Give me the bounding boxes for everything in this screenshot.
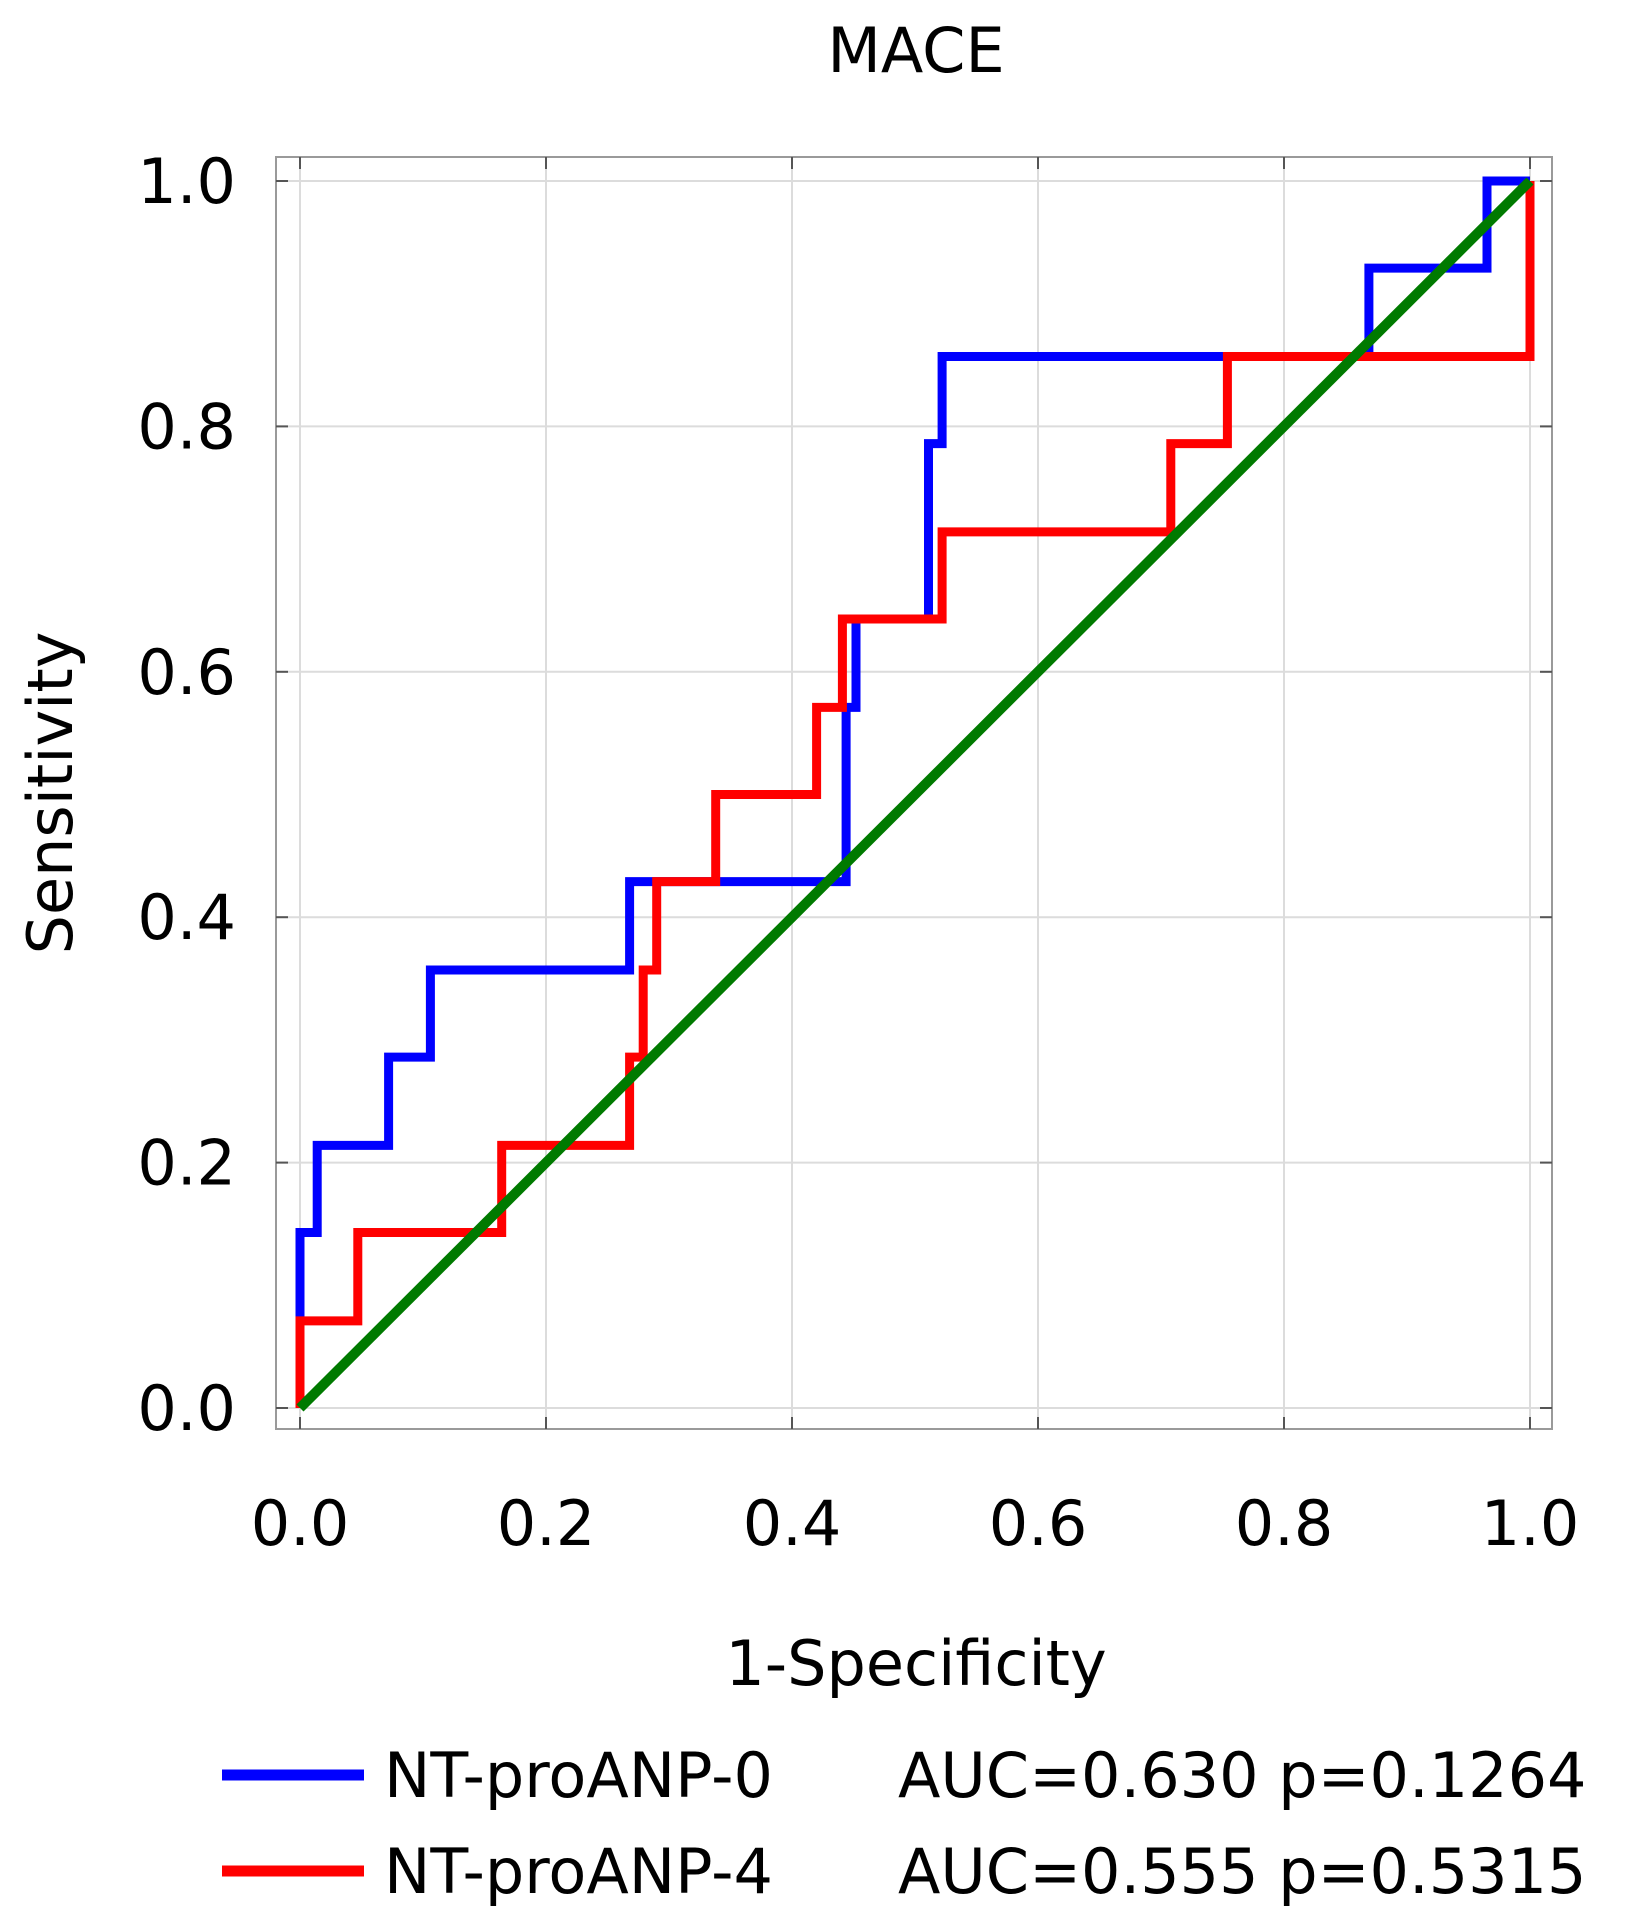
chart-title: MACE xyxy=(827,14,1004,87)
x-tick-label: 0.2 xyxy=(497,1487,596,1560)
y-axis-title: Sensitivity xyxy=(14,632,87,955)
reference-diagonal-line xyxy=(296,177,1534,1412)
legend-label-0: NT-proANP-0 xyxy=(384,1739,773,1812)
x-tick-label: 0.8 xyxy=(1235,1487,1334,1560)
y-tick-label: 0.6 xyxy=(137,636,236,709)
legend: NT-proANP-0 AUC=0.630 p=0.1264 NT-proANP… xyxy=(222,1739,1586,1908)
grid xyxy=(276,157,1552,1429)
legend-stats-0: AUC=0.630 p=0.1264 xyxy=(898,1739,1586,1812)
x-tick-label: 0.4 xyxy=(743,1487,842,1560)
y-tick-label: 0.0 xyxy=(137,1372,236,1445)
plot-frame xyxy=(275,156,1553,1430)
y-tick-labels: 0.0 0.2 0.4 0.6 0.8 1.0 xyxy=(137,145,236,1445)
legend-label-1: NT-proANP-4 xyxy=(384,1835,773,1908)
y-tick-label: 0.4 xyxy=(137,881,236,954)
roc-line-nt-proanp-4 xyxy=(295,181,1535,1408)
x-tick-labels: 0.0 0.2 0.4 0.6 0.8 1.0 xyxy=(251,1487,1580,1560)
ticks xyxy=(276,157,1552,1429)
x-tick-label: 0.6 xyxy=(989,1487,1088,1560)
y-tick-label: 0.8 xyxy=(137,390,236,463)
y-tick-label: 0.2 xyxy=(137,1127,236,1200)
x-axis-title: 1-Specificity xyxy=(725,1627,1106,1700)
series-lines xyxy=(295,176,1535,1412)
x-tick-label: 1.0 xyxy=(1481,1487,1580,1560)
legend-stats-1: AUC=0.555 p=0.5315 xyxy=(898,1835,1586,1908)
y-tick-label: 1.0 xyxy=(137,145,236,218)
x-tick-label: 0.0 xyxy=(251,1487,350,1560)
